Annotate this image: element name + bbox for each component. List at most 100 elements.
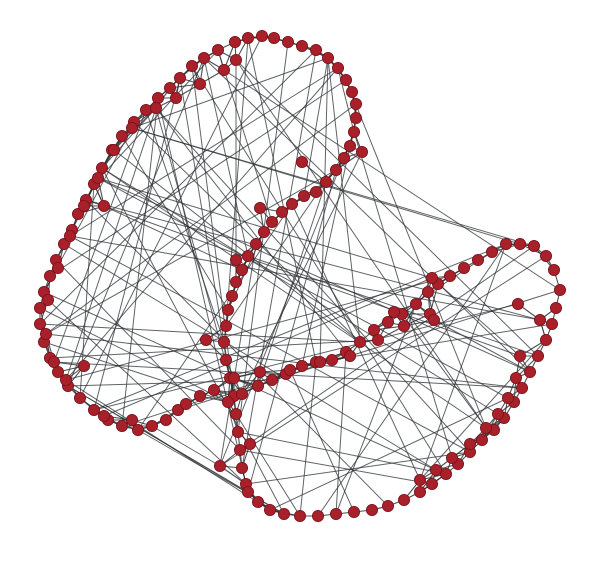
graph-node [44,269,57,282]
graph-node [235,461,248,474]
edge [203,57,531,373]
graph-node [229,275,242,288]
edge [157,97,247,485]
edge [101,167,499,415]
graph-node [546,317,559,330]
edge [225,37,249,327]
edge [235,59,487,429]
edge [431,277,521,357]
edge [79,35,263,399]
graph-node [528,239,541,252]
graph-node [309,44,322,57]
edge [49,79,347,277]
graph-node [265,215,278,228]
graph-node [126,122,139,135]
graph-node [98,409,111,422]
graph-node [429,463,442,476]
graph-node [509,371,522,384]
graph-node [251,495,264,508]
graph-node [193,78,206,91]
graph-node [491,407,504,420]
edge [43,291,437,471]
graph-node [413,473,426,486]
graph-node [229,54,242,67]
graph-node [331,62,344,75]
graph-node [255,29,268,42]
edge [191,65,447,475]
edge [353,131,453,459]
edge [85,199,389,507]
edge [93,49,219,185]
graph-node [501,391,514,404]
graph-node [297,189,310,202]
edge [225,145,351,327]
graph-node [88,403,101,416]
graph-node [60,373,73,386]
graph-node [532,349,545,362]
graph-node [347,505,360,518]
graph-node [253,201,266,214]
edge [247,37,317,363]
edge [65,107,157,381]
graph-node [524,365,537,378]
edge [155,107,231,379]
graph-node [309,185,322,198]
graph-node [151,92,164,105]
edge [93,243,507,411]
edge [419,339,547,481]
graph-node [353,335,366,348]
graph-node [211,44,224,57]
edge [289,369,355,513]
graph-node [235,387,248,400]
edge [121,97,159,427]
graph-node [319,175,332,188]
edge [237,431,447,475]
graph-node [293,509,306,522]
graph-node [34,317,47,330]
graph-node [52,261,65,274]
graph-node [231,425,244,438]
graph-node [471,253,484,266]
graph-node [217,64,230,77]
edge [151,425,221,467]
graph-node [267,32,280,45]
graph-node [355,145,368,158]
graph-node [343,349,356,362]
graph-node [425,477,438,490]
graph-node [397,493,410,506]
graph-node [457,261,470,274]
edge [131,57,329,129]
graph-node [58,237,71,250]
graph-node [197,52,210,65]
graph-node [311,509,324,522]
graph-node [516,381,529,394]
graph-node [381,499,394,512]
graph-node [179,397,192,410]
graph-node [249,237,262,250]
graph-node [439,467,452,480]
graph-node [229,253,242,266]
graph-node [409,297,422,310]
graph-node [229,407,242,420]
graph-node [277,507,290,520]
graph-node [387,305,400,318]
edge [113,149,361,343]
edge [93,303,519,411]
graph-node [219,319,232,332]
graph-node [365,503,378,516]
graph-node [540,249,553,262]
graph-node [347,126,360,139]
edge [47,299,247,485]
graph-node [514,349,527,362]
edge [101,167,285,515]
graph-node [213,459,226,472]
graph-node [34,301,47,314]
graph-node [265,373,278,386]
graph-node [281,36,294,49]
edge [137,203,293,431]
graph-node [221,303,234,316]
graph-node [514,237,527,250]
graph-node [251,379,264,392]
graph-node [163,82,176,95]
edge [219,243,257,467]
